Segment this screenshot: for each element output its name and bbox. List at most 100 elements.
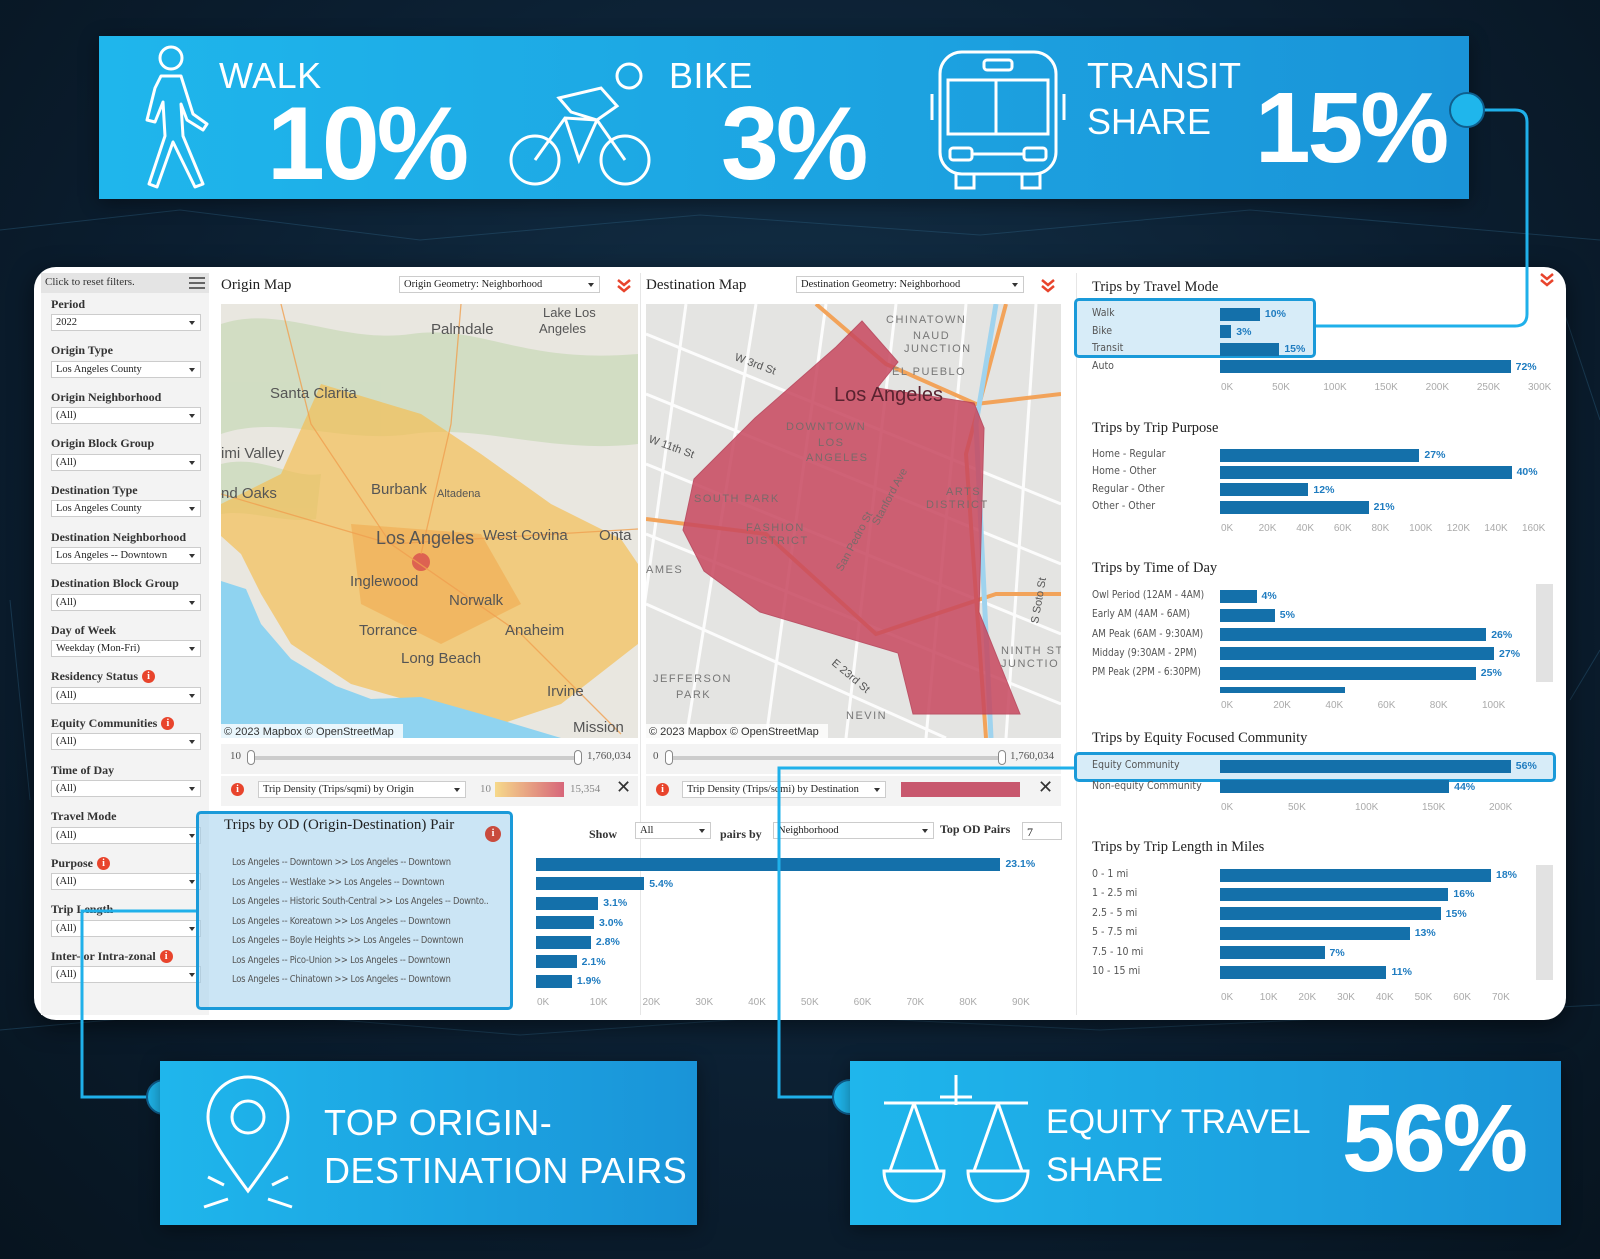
bar[interactable] <box>1220 965 1387 979</box>
filter-select[interactable]: (All) <box>51 919 201 937</box>
bar[interactable] <box>1220 647 1495 661</box>
dropdown-caret-icon <box>189 460 195 465</box>
bar[interactable] <box>1220 325 1232 339</box>
filter-select[interactable]: 2022 <box>51 314 201 331</box>
bar[interactable] <box>536 935 591 949</box>
pairs-by-select[interactable]: Neighborhood <box>773 822 934 839</box>
filter-select[interactable]: (All) <box>51 780 201 797</box>
filter-select[interactable]: (All) <box>51 873 201 891</box>
scrollbar[interactable] <box>1536 865 1553 980</box>
slider-handle-min[interactable] <box>247 750 255 765</box>
filter-select[interactable]: Los Angeles County <box>51 360 201 378</box>
destination-metric-select[interactable]: Trip Density (Trips/sqmi) by Destination <box>682 781 886 798</box>
equity-share-value: 56% <box>1342 1085 1528 1192</box>
bar[interactable] <box>536 916 595 929</box>
bar-value-label: 40% <box>1516 466 1538 479</box>
bar[interactable] <box>1220 926 1410 940</box>
filter-select[interactable]: (All) <box>51 686 201 704</box>
show-select[interactable]: All <box>635 822 711 839</box>
filter-origin-neighborhood: Origin Neighborhood (All) <box>51 388 201 425</box>
bar[interactable] <box>536 955 577 968</box>
filter-select[interactable]: (All) <box>51 966 201 984</box>
bar[interactable] <box>1220 907 1441 921</box>
reset-filters-button[interactable]: Click to reset filters. <box>41 273 209 293</box>
bar-label: Walk <box>1092 307 1115 319</box>
filter-value: (All) <box>56 783 77 794</box>
filter-select[interactable]: Los Angeles County <box>51 500 201 518</box>
od-banner-line1: TOP ORIGIN- <box>324 1102 553 1143</box>
dropdown-caret-icon <box>189 507 195 512</box>
origin-metric-select[interactable]: Trip Density (Trips/sqmi) by Origin <box>258 781 466 798</box>
bar[interactable] <box>1220 628 1487 642</box>
filter-select[interactable]: (All) <box>51 593 201 611</box>
filter-select[interactable]: (All) <box>51 733 201 751</box>
collapse-chevron-icon[interactable] <box>616 279 632 293</box>
slider-handle-max[interactable] <box>998 750 1006 765</box>
filter-select[interactable]: (All) <box>51 407 201 425</box>
filter-label: Purpose i <box>51 854 201 872</box>
map-label: NAUD <box>913 330 950 342</box>
origin-range-slider[interactable] <box>250 756 579 760</box>
axis-tick-label: 40K <box>1296 523 1315 534</box>
bar[interactable] <box>1220 483 1309 497</box>
info-icon[interactable]: i <box>97 856 110 870</box>
dropdown-caret-icon <box>189 973 195 978</box>
bar[interactable] <box>1220 589 1257 603</box>
destination-map[interactable]: CHINATOWN NAUD JUNCTION EL PUEBLO Los An… <box>646 304 1061 738</box>
bar[interactable] <box>1220 307 1260 321</box>
bar[interactable] <box>1220 759 1511 773</box>
top-od-pairs-input[interactable]: 7 <box>1022 822 1062 840</box>
axis-tick-label: 50K <box>1272 382 1290 393</box>
bar-value-label: 1.9% <box>576 975 601 987</box>
slider-handle-max[interactable] <box>574 750 582 765</box>
filter-trip-length: Trip Length (All) <box>51 901 201 937</box>
bar-value-label: 2.1% <box>581 955 606 968</box>
bar-label: 1 - 2.5 mi <box>1092 887 1138 900</box>
bar[interactable] <box>536 877 645 890</box>
bar[interactable] <box>1220 868 1491 882</box>
info-icon[interactable]: i <box>656 783 669 796</box>
dropdown-caret-icon <box>189 367 195 372</box>
bar[interactable] <box>1220 465 1512 479</box>
bar[interactable] <box>1220 780 1450 793</box>
walk-icon <box>145 45 209 189</box>
collapse-chevron-icon[interactable] <box>1040 279 1056 293</box>
close-icon[interactable]: ✕ <box>1038 777 1054 797</box>
filter-label-text: Residency Status <box>51 669 139 684</box>
info-icon[interactable]: i <box>142 670 156 684</box>
origin-map[interactable]: Palmdale Lake Los Angeles Santa Clarita … <box>221 304 638 738</box>
collapse-chevron-icon[interactable] <box>1539 273 1555 287</box>
menu-icon[interactable] <box>189 277 205 289</box>
slider-handle-min[interactable] <box>665 750 673 765</box>
map-label: DOWNTOWN <box>786 421 866 433</box>
close-icon[interactable]: ✕ <box>616 777 632 797</box>
scrollbar[interactable] <box>1536 584 1553 682</box>
filter-label-text: Period <box>51 296 85 311</box>
filter-select[interactable]: (All) <box>51 826 201 844</box>
destination-neighborhood-polygon[interactable] <box>682 320 1021 715</box>
bar[interactable] <box>1220 448 1420 462</box>
info-icon[interactable]: i <box>161 716 175 730</box>
info-icon[interactable]: i <box>159 949 173 963</box>
bar[interactable] <box>1220 887 1449 901</box>
bar[interactable] <box>1220 686 1346 693</box>
info-icon[interactable]: i <box>485 826 501 842</box>
bar[interactable] <box>536 974 572 988</box>
bar[interactable] <box>1220 360 1511 374</box>
origin-geometry-select[interactable]: Origin Geometry: Neighborhood <box>399 276 600 293</box>
bar[interactable] <box>1220 608 1275 622</box>
bar[interactable] <box>536 896 599 910</box>
filter-select[interactable]: (All) <box>51 453 201 471</box>
bar[interactable] <box>1220 946 1325 960</box>
info-icon[interactable]: i <box>231 783 244 796</box>
destination-geometry-select[interactable]: Destination Geometry: Neighborhood <box>796 276 1024 293</box>
dropdown-caret-icon <box>189 787 195 791</box>
filter-select[interactable]: Weekday (Mon-Fri) <box>51 640 201 658</box>
bar[interactable] <box>1220 342 1280 356</box>
axis-tick-label: 40K <box>1375 992 1394 1003</box>
bar[interactable] <box>536 857 1001 871</box>
destination-range-slider[interactable] <box>668 756 1003 760</box>
bar[interactable] <box>1220 500 1369 514</box>
filter-select[interactable]: Los Angeles -- Downtown <box>51 547 201 564</box>
bar[interactable] <box>1220 666 1476 680</box>
